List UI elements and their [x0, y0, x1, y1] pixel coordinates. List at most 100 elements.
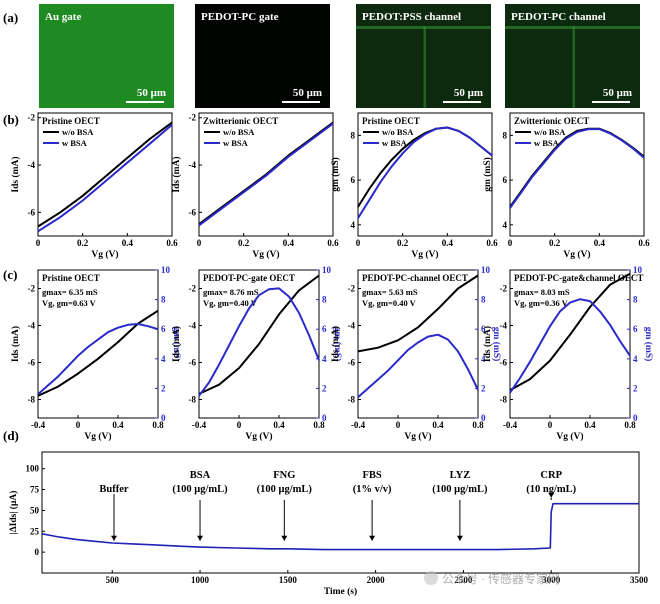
- y2-tick-label: 6: [161, 324, 166, 334]
- x-tick-label: 0: [76, 420, 81, 430]
- chart-8: 500 1000 1500 2000 2500 3000 3500 0 25 50 75 100 Tim…: [8, 451, 649, 597]
- x-tick-label: 0.8: [472, 420, 484, 430]
- chart-annotation: Vg, gm=0.63 V: [42, 298, 97, 308]
- x-tick-label: 0: [197, 238, 202, 248]
- x-tick-label: 0.4: [112, 420, 124, 430]
- image-title: PEDOT:PSS channel: [362, 11, 461, 23]
- channel-stripe: [423, 26, 426, 108]
- chart-0: 0 0.2 0.4 0.6 -6 -4 -2 Vg (V) Ids (mA) Pristine O…: [10, 112, 178, 260]
- x-tick-label: 2500: [454, 575, 473, 585]
- event-arrowhead: [281, 535, 288, 541]
- y-tick-label: 50: [30, 505, 40, 515]
- y-axis-label: Ids (mA): [171, 156, 182, 192]
- y2-tick-label: 0: [633, 413, 638, 423]
- y-tick-label: 6: [503, 175, 508, 185]
- y-tick-label: -2: [28, 113, 36, 123]
- y2-tick-label: 2: [322, 383, 327, 393]
- event-arrowhead: [456, 535, 463, 541]
- x-tick-label: 0.6: [327, 238, 339, 248]
- y-tick-label: -4: [348, 321, 356, 331]
- x-axis-label: Vg (V): [404, 431, 431, 442]
- y2-tick-label: 6: [481, 324, 486, 334]
- y-axis-label: Ids (mA): [10, 156, 21, 192]
- plot-frame: [509, 269, 631, 419]
- series-line: [37, 323, 159, 396]
- legend-entry: w/o BSA: [223, 127, 255, 137]
- series-line: [509, 272, 631, 392]
- x-tick-label: 0: [237, 420, 242, 430]
- chart-title: Zwitterionic OECT: [203, 116, 278, 126]
- plot-frame: [41, 451, 640, 574]
- x-tick-label: 0.4: [122, 238, 134, 248]
- y-tick-label: -4: [28, 321, 36, 331]
- y2-tick-label: 10: [322, 265, 332, 275]
- y2-tick-label: 4: [633, 354, 638, 364]
- x-axis-label: Vg (V): [252, 249, 279, 260]
- plot-frame: [37, 269, 159, 419]
- x-tick-label: 1500: [279, 575, 298, 585]
- y2-tick-label: 8: [633, 295, 638, 305]
- x-tick-label: 2000: [367, 575, 386, 585]
- chart-title: PEDOT-PC-channel OECT: [362, 273, 468, 283]
- legend-entry: w/o BSA: [382, 127, 414, 137]
- legend-entry: w BSA: [223, 138, 249, 148]
- x-tick-label: -0.4: [31, 420, 46, 430]
- event-label: (1% v/v): [353, 484, 392, 495]
- image-title: Au gate: [45, 11, 81, 23]
- legend-entry: w/o BSA: [62, 127, 94, 137]
- y-tick-label: 4: [503, 220, 508, 230]
- x-tick-label: 500: [105, 575, 119, 585]
- chart-title: Pristine OECT: [42, 273, 100, 283]
- x-tick-label: 0.4: [273, 420, 285, 430]
- y2-tick-label: 10: [633, 265, 643, 275]
- y-axis-label: Ids (mA): [482, 326, 493, 362]
- event-arrowhead: [110, 535, 117, 541]
- y2-tick-label: 2: [161, 383, 166, 393]
- x-tick-label: 0: [356, 238, 361, 248]
- series-line: [509, 298, 631, 394]
- panel-label-b: (b): [3, 112, 19, 127]
- micrograph: [195, 4, 330, 108]
- y2-tick-label: 6: [633, 324, 638, 334]
- y-tick-label: 6: [351, 175, 356, 185]
- event-label: CRP: [540, 470, 562, 481]
- y2-axis-label: gm (mS): [491, 327, 502, 362]
- y2-tick-label: 4: [481, 354, 486, 364]
- y-tick-label: -8: [189, 395, 197, 405]
- x-tick-label: 0.4: [283, 238, 295, 248]
- x-axis-label: Vg (V): [556, 431, 583, 442]
- y2-tick-label: 4: [322, 354, 327, 364]
- x-tick-label: 0.8: [313, 420, 325, 430]
- image-panel: Au gate 50 μm: [39, 4, 174, 108]
- panel-label-c: (c): [3, 267, 17, 282]
- plot-frame: [198, 269, 320, 419]
- y2-axis-label: gm (mS): [171, 327, 182, 362]
- y-tick-label: 8: [503, 130, 508, 140]
- y-tick-label: 25: [30, 526, 40, 536]
- y-tick-label: -4: [189, 321, 197, 331]
- y2-tick-label: 10: [161, 265, 171, 275]
- chart-1: 0 0.2 0.4 0.6 -6 -4 -2 Vg (V) Ids (mA) Zwitterion…: [171, 112, 339, 260]
- scale-bar-label: 50 μm: [454, 87, 483, 99]
- x-tick-label: 0.6: [638, 238, 650, 248]
- x-tick-label: 0.4: [432, 420, 444, 430]
- x-tick-label: 0: [508, 238, 513, 248]
- event-label: (10 ng/mL): [526, 484, 576, 495]
- event-label: Buffer: [99, 484, 128, 495]
- series-line: [41, 502, 639, 551]
- y2-tick-label: 8: [322, 295, 327, 305]
- chart-title: Pristine OECT: [42, 116, 100, 126]
- y2-tick-label: 4: [161, 354, 166, 364]
- channel-stripe: [572, 26, 575, 108]
- x-tick-label: 1000: [191, 575, 210, 585]
- x-tick-label: 0.2: [238, 238, 250, 248]
- image-title: PEDOT-PC gate: [201, 11, 279, 23]
- chart-annotation: gmax= 8.76 mS: [203, 287, 259, 297]
- y2-tick-label: 10: [481, 265, 491, 275]
- chart-annotation: gmax= 5.63 mS: [362, 287, 418, 297]
- y-tick-label: -8: [28, 395, 36, 405]
- series-line: [509, 127, 645, 208]
